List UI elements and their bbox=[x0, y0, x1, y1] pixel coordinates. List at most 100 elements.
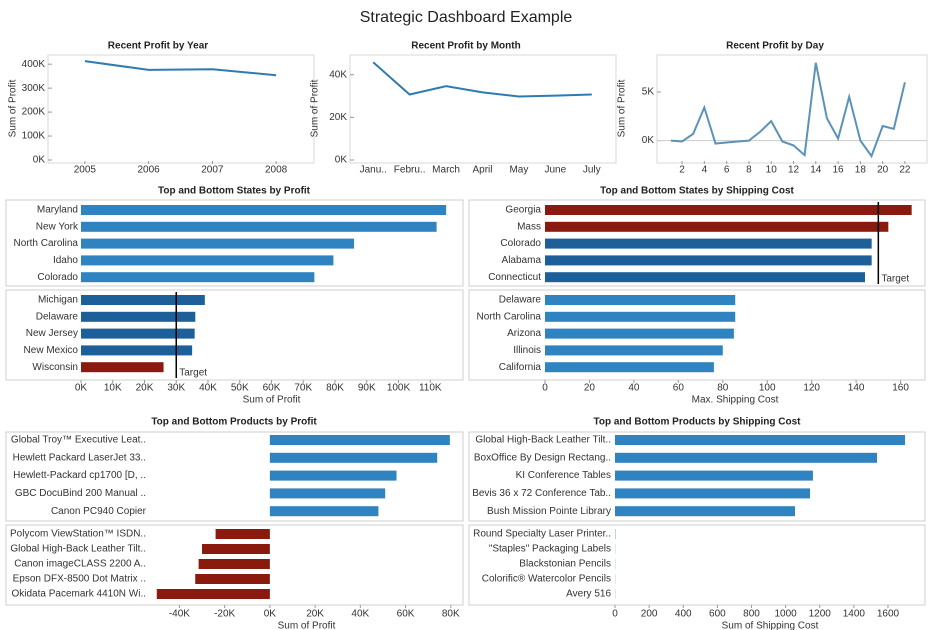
category-label: Epson DFX-8500 Dot Matrix .. bbox=[13, 574, 146, 585]
x-tick-label: 40K bbox=[199, 383, 217, 394]
category-label: "Staples" Packaging Labels bbox=[489, 544, 611, 555]
bar bbox=[615, 470, 813, 481]
x-tick-label: -40K bbox=[169, 609, 190, 620]
category-label: Okidata Pacemark 4410N Wi.. bbox=[12, 589, 147, 600]
category-label: Wisconsin bbox=[32, 362, 78, 373]
bar bbox=[81, 328, 195, 339]
bar bbox=[269, 470, 397, 481]
chart-title: Recent Profit by Year bbox=[108, 41, 209, 52]
chart-title: Top and Bottom Products by Profit bbox=[151, 417, 317, 428]
bar bbox=[615, 435, 906, 445]
bar bbox=[81, 255, 334, 266]
bar bbox=[545, 328, 734, 339]
x-tick-label: 0 bbox=[612, 609, 618, 620]
x-tick-label: 6 bbox=[724, 165, 730, 176]
dashboard-title: Strategic Dashboard Example bbox=[360, 9, 573, 26]
x-tick-label: 80 bbox=[717, 383, 729, 394]
y-tick-label: 200K bbox=[22, 107, 46, 118]
category-label: Alabama bbox=[502, 255, 542, 266]
category-label: Colorado bbox=[500, 238, 541, 249]
x-axis-label: Sum of Shipping Cost bbox=[722, 621, 819, 630]
x-tick-label: 12 bbox=[788, 165, 800, 176]
bar bbox=[81, 311, 196, 322]
x-tick-label: 140 bbox=[848, 383, 865, 394]
category-label: Global High-Back Leather Tilt.. bbox=[475, 435, 611, 446]
bar bbox=[198, 559, 270, 569]
bar bbox=[269, 488, 386, 499]
bar bbox=[81, 238, 355, 249]
bar bbox=[202, 544, 270, 554]
bar bbox=[215, 529, 270, 539]
category-label: Illinois bbox=[513, 345, 541, 356]
category-label: Polycom ViewStation™ ISDN.. bbox=[10, 529, 146, 540]
category-label: Hewlett-Packard cp1700 [D, .. bbox=[13, 470, 146, 481]
category-label: California bbox=[499, 362, 542, 373]
x-axis-label: Max. Shipping Cost bbox=[692, 395, 779, 406]
category-label: Bush Mission Pointe Library bbox=[487, 506, 611, 517]
chart-title: Top and Bottom Products by Shipping Cost bbox=[593, 417, 801, 428]
bar bbox=[81, 295, 205, 305]
x-tick-label: 2 bbox=[679, 165, 685, 176]
line bbox=[372, 61, 592, 98]
x-tick-label: 90K bbox=[358, 383, 376, 394]
category-label: Mass bbox=[517, 221, 541, 232]
panel-frame bbox=[5, 524, 464, 606]
x-tick-label: 18 bbox=[855, 165, 867, 176]
y-tick-label: 0K bbox=[642, 135, 655, 146]
x-tick-label: April bbox=[472, 165, 492, 176]
x-tick-label: 0K bbox=[264, 609, 277, 620]
x-tick-label: 600 bbox=[709, 609, 726, 620]
category-label: Maryland bbox=[37, 205, 78, 216]
bar bbox=[81, 205, 447, 215]
x-tick-label: 60K bbox=[397, 609, 415, 620]
x-axis-label: Sum of Profit bbox=[278, 621, 336, 630]
x-tick-label: 1400 bbox=[843, 609, 866, 620]
category-label: Global High-Back Leather Tilt.. bbox=[10, 544, 146, 555]
y-axis-label: Sum of Profit bbox=[617, 79, 628, 137]
y-axis-label: Sum of Profit bbox=[8, 79, 19, 137]
category-label: Avery 516 bbox=[566, 589, 611, 600]
plot-frame bbox=[349, 54, 617, 164]
x-tick-label: 2007 bbox=[201, 165, 224, 176]
x-tick-label: 2006 bbox=[138, 165, 161, 176]
category-label: Arizona bbox=[507, 328, 541, 339]
x-tick-label: 200 bbox=[641, 609, 658, 620]
category-label: Bevis 36 x 72 Conference Tab.. bbox=[472, 488, 611, 499]
panel-frame bbox=[5, 199, 464, 287]
x-tick-label: 0 bbox=[542, 383, 548, 394]
category-label: Blackstonian Pencils bbox=[519, 559, 611, 570]
chart-title: Recent Profit by Month bbox=[411, 41, 520, 52]
category-label: Connecticut bbox=[488, 272, 541, 283]
bar bbox=[545, 238, 872, 249]
x-tick-label: 1600 bbox=[877, 609, 900, 620]
bar bbox=[156, 589, 270, 599]
bar bbox=[545, 295, 736, 305]
y-tick-label: 400K bbox=[22, 59, 46, 70]
x-tick-label: 160 bbox=[892, 383, 909, 394]
x-tick-label: Janu.. bbox=[360, 165, 387, 176]
y-tick-label: 0K bbox=[33, 155, 46, 166]
x-tick-label: 8 bbox=[746, 165, 752, 176]
category-label: Canon PC940 Copier bbox=[51, 506, 147, 517]
bar bbox=[81, 345, 193, 356]
panel-frame bbox=[5, 431, 464, 522]
x-tick-label: May bbox=[509, 165, 528, 176]
x-tick-label: 4 bbox=[702, 165, 708, 176]
chart-title: Top and Bottom States by Profit bbox=[158, 186, 311, 197]
bar bbox=[269, 506, 379, 517]
x-tick-label: 16 bbox=[833, 165, 845, 176]
bar bbox=[81, 221, 437, 232]
bar bbox=[195, 574, 270, 584]
category-label: New Mexico bbox=[24, 345, 79, 356]
x-tick-label: 400 bbox=[675, 609, 692, 620]
x-axis-label: Sum of Profit bbox=[243, 395, 301, 406]
x-tick-label: 20K bbox=[306, 609, 324, 620]
category-label: Michigan bbox=[38, 295, 78, 306]
x-tick-label: 0K bbox=[75, 383, 88, 394]
y-tick-label: 300K bbox=[22, 83, 46, 94]
panel-frame bbox=[468, 431, 926, 522]
x-tick-label: 14 bbox=[810, 165, 822, 176]
x-tick-label: 70K bbox=[294, 383, 312, 394]
x-tick-label: 20 bbox=[877, 165, 889, 176]
